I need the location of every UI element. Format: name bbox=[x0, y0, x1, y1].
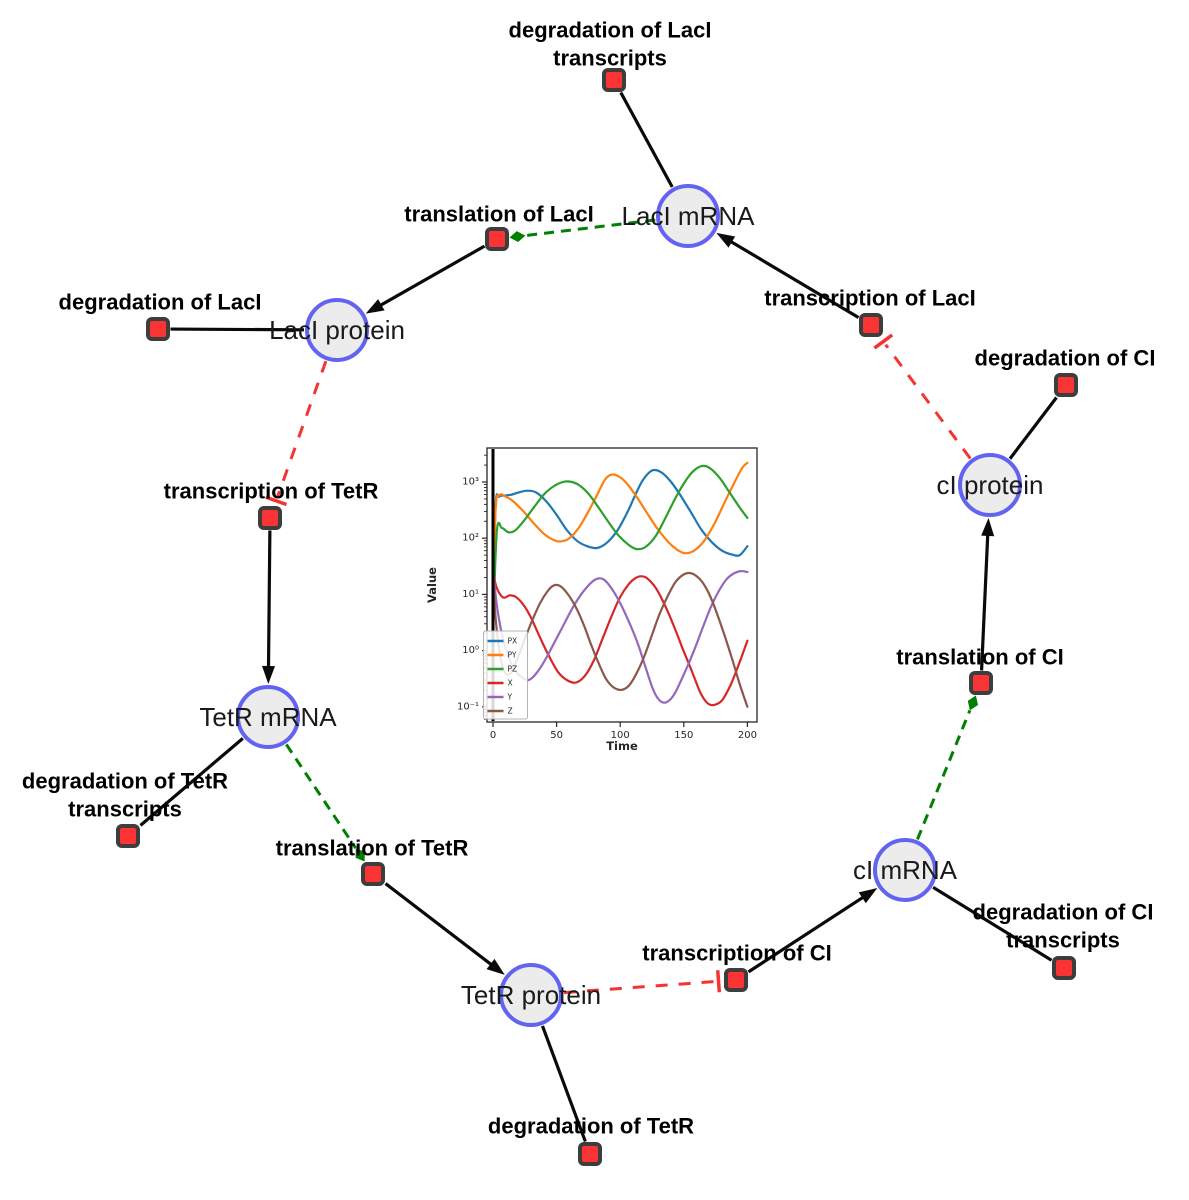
reaction-label-deg-tetr-transcripts: degradation of TetR transcripts bbox=[22, 769, 228, 822]
reaction-label-translation-of-laci: translation of LacI bbox=[404, 202, 593, 227]
species-node-laci-mrna bbox=[656, 184, 720, 248]
edge-product-transcription-of-ci-to-ci-mrna bbox=[747, 888, 878, 974]
edge-modifier-laci-mrna-to-translation-of-laci bbox=[509, 218, 656, 242]
edge-reactant-tetr-mrna-to-deg-tetr-transcripts bbox=[139, 737, 244, 827]
inset-chart: Time Value 0 50 100 150 200 10⁻¹ 10⁰ 10¹ 10² 10³ P… bbox=[425, 447, 758, 753]
species-label-laci-mrna: LacI mRNA bbox=[622, 201, 756, 231]
legend-entry-Y: Y bbox=[507, 693, 513, 702]
edge-inhibition-laci-protein-to-transcription-of-tetr bbox=[265, 360, 328, 507]
edge-reactant-laci-protein-to-deg-laci bbox=[170, 327, 305, 332]
diamond-arrowhead-icon bbox=[509, 231, 526, 242]
chart-series-Y bbox=[491, 569, 749, 704]
edge-product-transcription-of-tetr-to-tetr-mrna bbox=[262, 530, 276, 685]
reaction-label-deg-ci: degradation of CI bbox=[975, 346, 1156, 371]
inhibition-tbar-icon bbox=[715, 970, 722, 993]
chart-series-PY bbox=[491, 461, 749, 635]
edge-product-translation-of-ci-to-ci-protein bbox=[979, 517, 995, 671]
arrowhead-icon bbox=[365, 299, 385, 314]
legend-entry-X: X bbox=[508, 679, 513, 688]
chart-series-PZ bbox=[491, 464, 749, 635]
reaction-label-translation-of-tetr: translation of TetR bbox=[276, 836, 469, 861]
species-node-ci-protein bbox=[958, 453, 1022, 517]
chart-axes-ticks: 0 50 100 150 200 10⁻¹ 10⁰ 10¹ 10² 10³ bbox=[457, 454, 757, 741]
species-node-ci-mrna bbox=[873, 838, 937, 902]
reaction-node-transcription-of-laci bbox=[859, 313, 883, 337]
legend-entry-PY: PY bbox=[508, 651, 517, 660]
species-label-tetr-mrna: TetR mRNA bbox=[199, 702, 337, 732]
species-node-tetr-protein bbox=[499, 963, 563, 1027]
edge-modifier-ci-mrna-to-translation-of-ci bbox=[916, 695, 979, 840]
chart-series-X bbox=[491, 570, 749, 707]
reaction-label-transcription-of-tetr: transcription of TetR bbox=[164, 479, 379, 504]
inhibition-tbar-icon bbox=[265, 495, 288, 507]
x-tick-label: 200 bbox=[738, 730, 757, 741]
x-tick-label: 100 bbox=[611, 730, 630, 741]
species-label-ci-protein: cI protein bbox=[937, 470, 1044, 500]
species-node-tetr-mrna bbox=[236, 685, 300, 749]
reaction-label-transcription-of-ci: transcription of CI bbox=[642, 941, 831, 966]
species-label-laci-protein: LacI protein bbox=[269, 315, 405, 345]
reaction-node-deg-laci-transcripts bbox=[602, 68, 626, 92]
reaction-label-translation-of-ci: translation of CI bbox=[896, 645, 1063, 670]
edge-reactant-tetr-protein-to-deg-tetr bbox=[540, 1025, 587, 1143]
reaction-node-deg-tetr bbox=[578, 1142, 602, 1166]
edge-inhibition-tetr-protein-to-transcription-of-ci bbox=[563, 970, 722, 995]
edge-product-transcription-of-laci-to-laci-mrna bbox=[716, 232, 860, 319]
inhibition-tbar-icon bbox=[873, 333, 894, 350]
reaction-label-deg-tetr: degradation of TetR bbox=[488, 1114, 694, 1139]
x-tick-label: 50 bbox=[550, 730, 563, 741]
reaction-label-deg-laci: degradation of LacI bbox=[59, 290, 262, 315]
species-label-tetr-protein: TetR protein bbox=[461, 980, 601, 1010]
reaction-node-transcription-of-ci bbox=[724, 968, 748, 992]
reaction-node-deg-laci bbox=[146, 317, 170, 341]
arrowhead-icon bbox=[981, 517, 995, 537]
edge-modifier-tetr-mrna-to-translation-of-tetr bbox=[285, 743, 365, 862]
species-node-laci-protein bbox=[305, 298, 369, 362]
reaction-node-deg-ci-transcripts bbox=[1052, 956, 1076, 980]
y-tick-label: 10³ bbox=[462, 477, 479, 488]
arrowhead-icon bbox=[858, 888, 878, 904]
edge-reactant-ci-protein-to-deg-ci bbox=[1008, 396, 1058, 460]
x-tick-label: 0 bbox=[490, 730, 496, 741]
edges-layer bbox=[139, 91, 1058, 1143]
reaction-node-translation-of-tetr bbox=[361, 862, 385, 886]
reaction-label-deg-laci-transcripts: degradation of LacI transcripts bbox=[509, 18, 712, 71]
reaction-label-transcription-of-laci: transcription of LacI bbox=[764, 286, 975, 311]
diamond-arrowhead-icon bbox=[967, 695, 979, 711]
reaction-label-deg-ci-transcripts: degradation of CI transcripts bbox=[973, 900, 1154, 953]
chart-ylabel: Value bbox=[425, 567, 439, 603]
arrowhead-icon bbox=[486, 958, 505, 975]
y-tick-label: 10² bbox=[462, 533, 479, 544]
reaction-node-translation-of-ci bbox=[969, 671, 993, 695]
y-tick-label: 10⁻¹ bbox=[457, 701, 479, 712]
x-tick-label: 150 bbox=[674, 730, 693, 741]
nodes-layer bbox=[116, 68, 1078, 1166]
chart-legend: PX PY PZ XYZ bbox=[483, 630, 528, 720]
diamond-arrowhead-icon bbox=[355, 848, 365, 862]
chart-series-PX bbox=[491, 468, 749, 635]
chart-xlabel: Time bbox=[606, 739, 638, 753]
reaction-node-deg-tetr-transcripts bbox=[116, 824, 140, 848]
reaction-node-deg-ci bbox=[1054, 373, 1078, 397]
edge-reactant-laci-mrna-to-deg-laci-transcripts bbox=[619, 91, 674, 188]
edge-reactant-ci-mrna-to-deg-ci-transcripts bbox=[932, 885, 1053, 962]
y-tick-label: 10⁰ bbox=[462, 645, 479, 656]
reaction-node-transcription-of-tetr bbox=[258, 506, 282, 530]
arrowhead-icon bbox=[262, 665, 276, 685]
y-tick-label: 10¹ bbox=[462, 589, 479, 600]
arrowhead-icon bbox=[716, 232, 736, 248]
legend-entry-PZ: PZ bbox=[508, 665, 518, 674]
species-label-ci-mrna: cI mRNA bbox=[853, 855, 958, 885]
legend-entry-Z: Z bbox=[508, 707, 513, 716]
legend-entry-PX: PX bbox=[508, 637, 518, 646]
chart-frame bbox=[486, 447, 758, 723]
labels-layer: degradation of LacI transcripts translatio… bbox=[22, 18, 1156, 1139]
reaction-node-translation-of-laci bbox=[485, 227, 509, 251]
edge-inhibition-ci-protein-to-transcription-of-laci bbox=[873, 333, 972, 460]
edge-product-translation-of-tetr-to-tetr-protein bbox=[384, 882, 505, 975]
edge-product-translation-of-laci-to-laci-protein bbox=[365, 244, 486, 314]
